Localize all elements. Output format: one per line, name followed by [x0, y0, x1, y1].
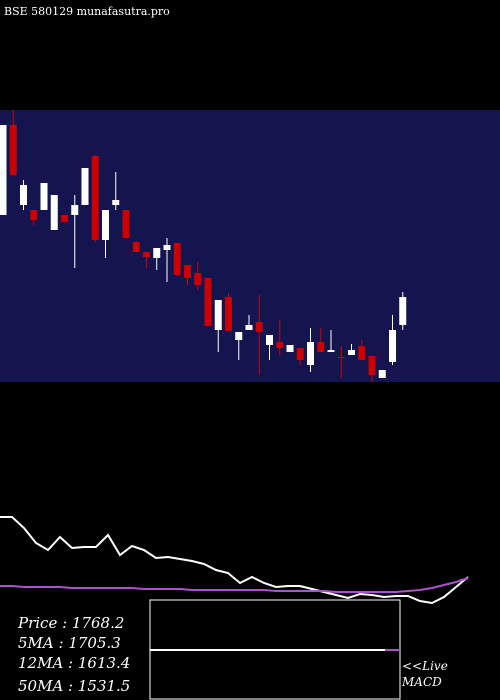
candle-body — [225, 297, 232, 331]
candle-body — [245, 325, 253, 330]
candle-body — [0, 125, 7, 215]
candle-body — [71, 205, 79, 215]
candle-body — [122, 210, 130, 238]
candle-body — [173, 243, 181, 275]
candle-body — [30, 210, 38, 220]
candle-body — [317, 342, 325, 352]
candle-body — [163, 245, 171, 250]
candle-body — [337, 357, 345, 358]
live-label: <<Live — [402, 659, 448, 673]
stat-12ma: 12MA : 1613.4 — [18, 654, 130, 672]
candle-body — [327, 350, 335, 352]
candle-body — [50, 195, 58, 230]
candle-body — [235, 332, 243, 340]
candle-body — [102, 210, 109, 240]
candle-body — [9, 125, 17, 175]
stat-price: Price : 1768.2 — [17, 614, 124, 632]
candle-body — [378, 370, 386, 378]
indicator-line — [0, 516, 469, 605]
candle-body — [307, 342, 314, 365]
candle-body — [194, 273, 202, 285]
candle-body — [112, 200, 120, 205]
price-panel — [0, 110, 500, 382]
candle-body — [204, 278, 212, 326]
candle-body — [348, 350, 355, 355]
candle-body — [358, 346, 366, 360]
macd-label: MACD — [401, 675, 442, 689]
candle-body — [40, 183, 48, 210]
candle-body — [91, 156, 99, 240]
candle-body — [132, 242, 140, 252]
indicator-line — [0, 577, 469, 593]
candle-body — [153, 248, 161, 258]
candle-body — [81, 168, 89, 205]
stat-50ma: 50MA : 1531.5 — [18, 677, 130, 695]
candle-body — [276, 342, 284, 348]
candle-body — [296, 348, 304, 360]
candle-body — [368, 356, 376, 375]
candle-body — [286, 345, 294, 352]
candle-body — [143, 252, 150, 257]
candle-body — [214, 300, 222, 330]
candle-body — [399, 297, 407, 325]
candle-body — [20, 185, 27, 205]
candle-body — [184, 265, 191, 278]
candle-body — [61, 215, 68, 222]
candle-body — [389, 330, 396, 362]
chart-title: BSE 580129 munafasutra.pro — [4, 5, 170, 18]
candle-body — [255, 322, 263, 332]
candle-body — [266, 335, 273, 345]
stat-5ma: 5MA : 1705.3 — [18, 634, 121, 652]
